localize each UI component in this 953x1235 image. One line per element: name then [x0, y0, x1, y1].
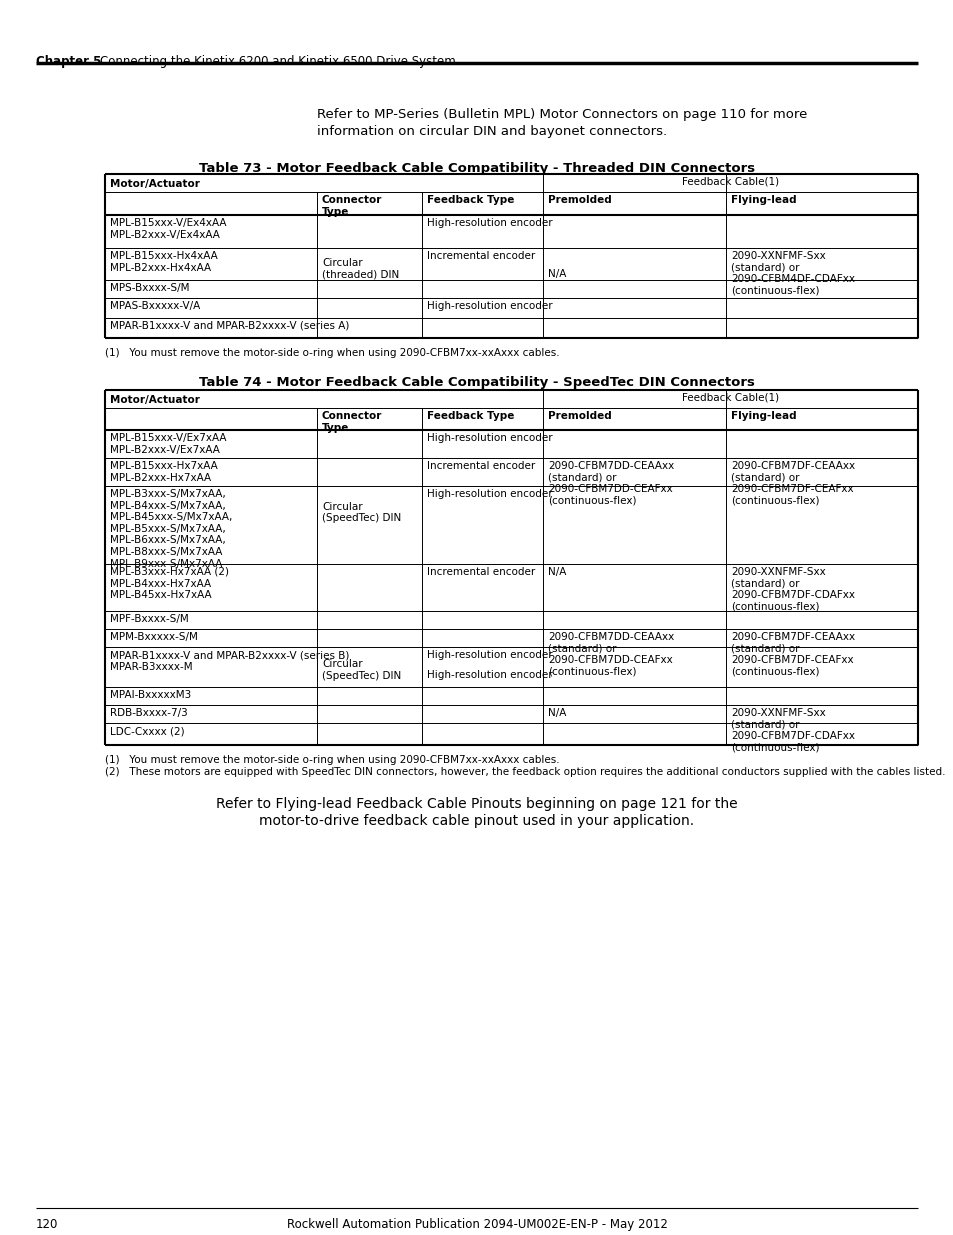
Text: Incremental encoder: Incremental encoder [427, 567, 535, 577]
Text: (1)   You must remove the motor-side o-ring when using 2090-CFBM7xx-xxAxxx cable: (1) You must remove the motor-side o-rin… [105, 348, 559, 358]
Text: MPL-B15xxx-Hx7xAA
MPL-B2xxx-Hx7xAA: MPL-B15xxx-Hx7xAA MPL-B2xxx-Hx7xAA [110, 461, 217, 483]
Text: High-resolution encoder: High-resolution encoder [427, 671, 552, 680]
Text: Circular
(SpeedTec) DIN: Circular (SpeedTec) DIN [322, 659, 401, 680]
Text: Feedback Cable(1): Feedback Cable(1) [681, 393, 779, 403]
Text: 2090-CFBM7DD-CEAAxx
(standard) or
2090-CFBM7DD-CEAFxx
(continuous-flex): 2090-CFBM7DD-CEAAxx (standard) or 2090-C… [547, 461, 674, 506]
Text: Premolded: Premolded [547, 411, 611, 421]
Text: 120: 120 [36, 1218, 58, 1231]
Text: 2090-CFBM7DF-CEAAxx
(standard) or
2090-CFBM7DF-CEAFxx
(continuous-flex): 2090-CFBM7DF-CEAAxx (standard) or 2090-C… [730, 632, 854, 677]
Text: RDB-Bxxxx-7/3: RDB-Bxxxx-7/3 [110, 708, 188, 718]
Text: Motor/Actuator: Motor/Actuator [110, 395, 200, 405]
Text: Refer to MP-Series (Bulletin MPL) Motor Connectors on page 110 for more: Refer to MP-Series (Bulletin MPL) Motor … [316, 107, 806, 121]
Text: Table 73 - Motor Feedback Cable Compatibility - Threaded DIN Connectors: Table 73 - Motor Feedback Cable Compatib… [199, 162, 754, 175]
Text: MPAR-B1xxxx-V and MPAR-B2xxxx-V (series B)
MPAR-B3xxxx-M: MPAR-B1xxxx-V and MPAR-B2xxxx-V (series … [110, 650, 349, 672]
Text: 2090-CFBM7DF-CEAAxx
(standard) or
2090-CFBM7DF-CEAFxx
(continuous-flex): 2090-CFBM7DF-CEAAxx (standard) or 2090-C… [730, 461, 854, 506]
Text: MPL-B15xxx-V/Ex4xAA
MPL-B2xxx-V/Ex4xAA: MPL-B15xxx-V/Ex4xAA MPL-B2xxx-V/Ex4xAA [110, 219, 226, 240]
Text: 2090-CFBM7DD-CEAAxx
(standard) or
2090-CFBM7DD-CEAFxx
(continuous-flex): 2090-CFBM7DD-CEAAxx (standard) or 2090-C… [547, 632, 674, 677]
Text: Table 74 - Motor Feedback Cable Compatibility - SpeedTec DIN Connectors: Table 74 - Motor Feedback Cable Compatib… [199, 375, 754, 389]
Text: MPAS-Bxxxxx-V/A: MPAS-Bxxxxx-V/A [110, 301, 200, 311]
Text: Premolded: Premolded [547, 195, 611, 205]
Text: Incremental encoder: Incremental encoder [427, 251, 535, 261]
Text: MPL-B15xxx-Hx4xAA
MPL-B2xxx-Hx4xAA: MPL-B15xxx-Hx4xAA MPL-B2xxx-Hx4xAA [110, 251, 217, 273]
Text: MPL-B15xxx-V/Ex7xAA
MPL-B2xxx-V/Ex7xAA: MPL-B15xxx-V/Ex7xAA MPL-B2xxx-V/Ex7xAA [110, 433, 226, 454]
Text: MPAI-BxxxxxM3: MPAI-BxxxxxM3 [110, 690, 191, 700]
Text: High-resolution encoder: High-resolution encoder [427, 219, 552, 228]
Text: MPAR-B1xxxx-V and MPAR-B2xxxx-V (series A): MPAR-B1xxxx-V and MPAR-B2xxxx-V (series … [110, 321, 349, 331]
Text: Motor/Actuator: Motor/Actuator [110, 179, 200, 189]
Text: High-resolution encoder: High-resolution encoder [427, 433, 552, 443]
Text: MPL-B3xxx-Hx7xAA (2)
MPL-B4xxx-Hx7xAA
MPL-B45xx-Hx7xAA: MPL-B3xxx-Hx7xAA (2) MPL-B4xxx-Hx7xAA MP… [110, 567, 229, 600]
Text: Feedback Type: Feedback Type [427, 195, 514, 205]
Text: (2)   These motors are equipped with SpeedTec DIN connectors, however, the feedb: (2) These motors are equipped with Speed… [105, 767, 944, 777]
Text: MPM-Bxxxxx-S/M: MPM-Bxxxxx-S/M [110, 632, 197, 642]
Text: High-resolution encoder: High-resolution encoder [427, 489, 552, 499]
Text: Chapter 5: Chapter 5 [36, 56, 101, 68]
Text: N/A: N/A [547, 708, 566, 718]
Text: High-resolution encoder: High-resolution encoder [427, 650, 552, 659]
Text: Circular
(threaded) DIN: Circular (threaded) DIN [322, 258, 399, 279]
Text: Connector
Type: Connector Type [322, 411, 382, 432]
Text: Feedback Cable(1): Feedback Cable(1) [681, 177, 779, 186]
Text: MPS-Bxxxx-S/M: MPS-Bxxxx-S/M [110, 283, 190, 293]
Text: 2090-XXNFMF-Sxx
(standard) or
2090-CFBM4DF-CDAFxx
(continuous-flex): 2090-XXNFMF-Sxx (standard) or 2090-CFBM4… [730, 251, 854, 296]
Text: Refer to Flying-lead Feedback Cable Pinouts beginning on page 121 for the: Refer to Flying-lead Feedback Cable Pino… [216, 797, 737, 811]
Text: Flying-lead: Flying-lead [730, 195, 796, 205]
Text: Circular
(SpeedTec) DIN: Circular (SpeedTec) DIN [322, 501, 401, 524]
Text: 2090-XXNFMF-Sxx
(standard) or
2090-CFBM7DF-CDAFxx
(continuous-flex): 2090-XXNFMF-Sxx (standard) or 2090-CFBM7… [730, 567, 854, 611]
Text: N/A: N/A [547, 567, 566, 577]
Text: N/A: N/A [547, 268, 566, 279]
Text: Connector
Type: Connector Type [322, 195, 382, 216]
Text: Incremental encoder: Incremental encoder [427, 461, 535, 471]
Text: LDC-Cxxxx (2): LDC-Cxxxx (2) [110, 726, 185, 736]
Text: Flying-lead: Flying-lead [730, 411, 796, 421]
Text: High-resolution encoder: High-resolution encoder [427, 301, 552, 311]
Text: Rockwell Automation Publication 2094-UM002E-EN-P - May 2012: Rockwell Automation Publication 2094-UM0… [286, 1218, 667, 1231]
Text: (1)   You must remove the motor-side o-ring when using 2090-CFBM7xx-xxAxxx cable: (1) You must remove the motor-side o-rin… [105, 755, 559, 764]
Text: Feedback Type: Feedback Type [427, 411, 514, 421]
Text: Connecting the Kinetix 6200 and Kinetix 6500 Drive System: Connecting the Kinetix 6200 and Kinetix … [100, 56, 456, 68]
Text: 2090-XXNFMF-Sxx
(standard) or
2090-CFBM7DF-CDAFxx
(continuous-flex): 2090-XXNFMF-Sxx (standard) or 2090-CFBM7… [730, 708, 854, 753]
Text: information on circular DIN and bayonet connectors.: information on circular DIN and bayonet … [316, 125, 666, 138]
Text: MPL-B3xxx-S/Mx7xAA,
MPL-B4xxx-S/Mx7xAA,
MPL-B45xxx-S/Mx7xAA,
MPL-B5xxx-S/Mx7xAA,: MPL-B3xxx-S/Mx7xAA, MPL-B4xxx-S/Mx7xAA, … [110, 489, 233, 568]
Text: MPF-Bxxxx-S/M: MPF-Bxxxx-S/M [110, 614, 189, 624]
Text: motor-to-drive feedback cable pinout used in your application.: motor-to-drive feedback cable pinout use… [259, 814, 694, 827]
